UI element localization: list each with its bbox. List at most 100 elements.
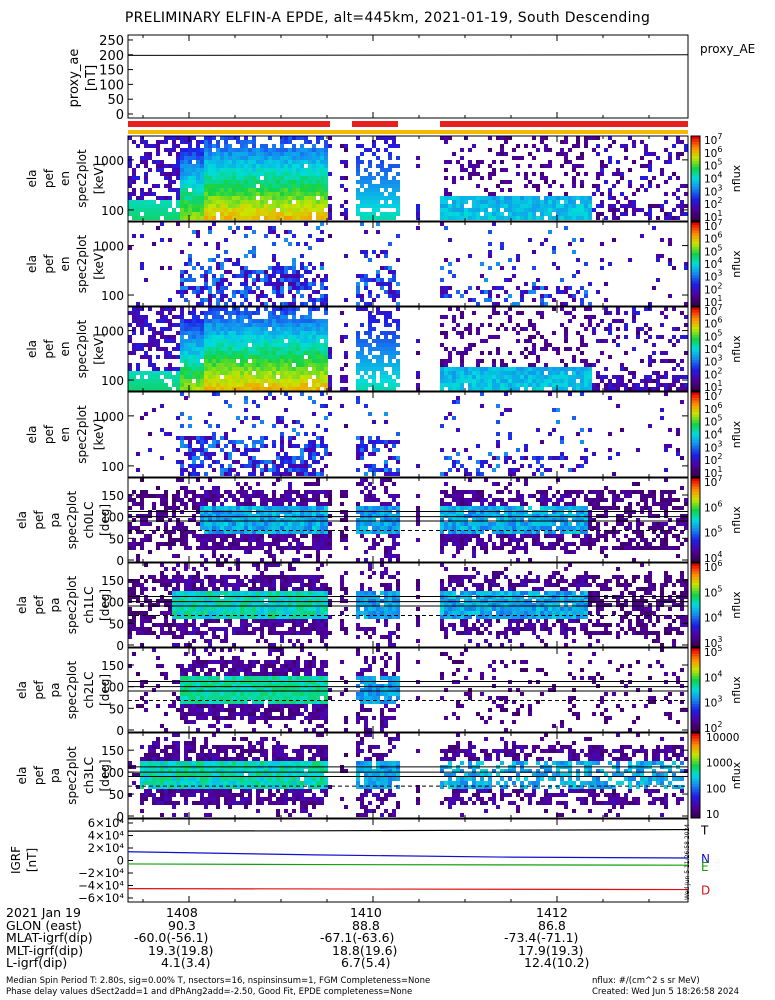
spectrogram-cell	[164, 212, 168, 216]
spectrogram-cell	[232, 367, 236, 371]
spectrogram-cell	[312, 307, 316, 311]
spectrogram-cell	[156, 331, 160, 335]
spectrogram-cell	[652, 176, 656, 180]
spectrogram-cell	[300, 371, 304, 375]
spectrogram-cell	[308, 168, 312, 172]
spectrogram-cell	[212, 168, 216, 172]
spectrogram-cell	[672, 144, 676, 148]
spectrogram-cell	[360, 294, 364, 298]
spectrogram-cell	[256, 331, 260, 335]
spectrogram-cell	[548, 204, 552, 208]
spectrogram-cell	[488, 230, 492, 234]
spectrogram-cell	[368, 188, 372, 192]
spectrogram-cell	[180, 168, 184, 172]
spectrogram-cell	[248, 164, 252, 168]
spectrogram-cell	[228, 184, 232, 188]
spectrogram-cell	[296, 204, 300, 208]
spectrogram-cell	[600, 172, 604, 176]
spectrogram-cell	[236, 472, 240, 476]
spectrogram-cell	[268, 387, 272, 391]
spectrogram-cell	[384, 168, 388, 172]
spectrogram-cell	[372, 420, 376, 424]
spectrogram-cell	[572, 180, 576, 184]
spectrogram-cell	[272, 160, 276, 164]
spectrogram-cell	[276, 355, 280, 359]
spectrogram-cell	[256, 156, 260, 160]
spectrogram-cell	[484, 188, 488, 192]
spectrogram-cell	[472, 383, 476, 387]
spectrogram-cell	[508, 472, 512, 476]
spectrogram-cell	[316, 518, 320, 522]
spectrogram-cell	[480, 200, 484, 204]
spectrogram-cell	[376, 230, 380, 234]
spectrogram-cell	[500, 286, 504, 290]
spectrogram-cell	[368, 359, 372, 363]
spectrogram-cell	[204, 331, 208, 335]
spectrogram-cell	[168, 542, 172, 546]
spectrogram-cell	[384, 420, 388, 424]
spectrogram-cell	[296, 367, 300, 371]
spectrogram-cell	[484, 371, 488, 375]
spectrogram-cell	[484, 379, 488, 383]
spectrogram-cell	[504, 363, 508, 367]
spectrogram-cell	[580, 216, 584, 220]
spectrogram-cell	[528, 383, 532, 387]
spectrogram-cell	[292, 335, 296, 339]
spectrogram-cell	[684, 204, 688, 208]
spectrogram-cell	[244, 152, 248, 156]
spectrogram-cell	[184, 290, 188, 294]
spectrogram-cell	[200, 323, 204, 327]
spectrogram-cell	[240, 216, 244, 220]
spectrogram-cell	[576, 136, 580, 140]
spectrogram-cell	[380, 367, 384, 371]
colorbar-step	[691, 187, 700, 191]
spectrogram-cell	[244, 274, 248, 278]
spectrogram-cell	[292, 234, 296, 238]
colorbar-step	[691, 468, 700, 472]
spectrogram-cell	[220, 168, 224, 172]
spectrogram-cell	[300, 148, 304, 152]
spectrogram-cell	[168, 298, 172, 302]
spectrogram-cell	[264, 526, 268, 530]
spectrogram-cell	[220, 351, 224, 355]
spectrogram-cell	[440, 208, 444, 212]
spectrogram-cell	[176, 522, 180, 526]
spectrogram-cell	[388, 242, 392, 246]
spectrogram-cell	[272, 542, 276, 546]
spectrogram-cell	[328, 172, 332, 176]
spectrogram-cell	[452, 274, 456, 278]
colorbar-tick-label: 106	[704, 145, 722, 160]
spectrogram-cell	[580, 387, 584, 391]
spectrogram-cell	[364, 192, 368, 196]
spectrogram-cell	[464, 375, 468, 379]
spectrogram-cell	[252, 230, 256, 234]
spectrogram-cell	[368, 290, 372, 294]
spectrogram-cell	[244, 184, 248, 188]
spectrogram-cell	[520, 200, 524, 204]
spectrogram-cell	[208, 164, 212, 168]
spectrogram-cell	[288, 164, 292, 168]
spectrogram-cell	[280, 156, 284, 160]
spectrogram-cell	[220, 387, 224, 391]
spectrogram-cell	[464, 136, 468, 140]
spectrogram-cell	[616, 200, 620, 204]
spectrogram-cell	[532, 212, 536, 216]
spectrogram-cell	[244, 343, 248, 347]
spectrogram-cell	[244, 550, 248, 554]
spectrogram-cell	[236, 526, 240, 530]
spectrogram-cell	[200, 347, 204, 351]
spectrogram-cell	[280, 196, 284, 200]
spectrogram-cell	[244, 156, 248, 160]
spectrogram-cell	[388, 456, 392, 460]
spectrogram-cell	[260, 168, 264, 172]
spectrogram-cell	[308, 270, 312, 274]
spectrogram-cell	[396, 290, 400, 294]
spectrogram-cell	[268, 460, 272, 464]
spectrogram-cell	[264, 152, 268, 156]
spectrogram-cell	[224, 238, 228, 242]
spectrogram-cell	[288, 456, 292, 460]
spectrogram-cell	[288, 436, 292, 440]
spectrogram-cell	[164, 335, 168, 339]
spectrogram-cell	[560, 196, 564, 200]
spectrogram-cell	[244, 200, 248, 204]
